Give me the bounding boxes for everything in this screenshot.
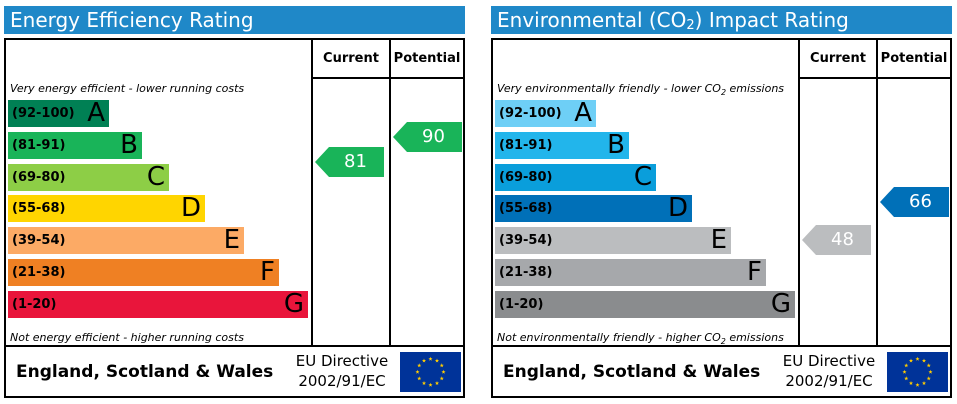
band-letter: E bbox=[223, 225, 240, 256]
band-range: (69-80) bbox=[12, 169, 66, 185]
band-range: (92-100) bbox=[499, 106, 562, 121]
band-range: (81-91) bbox=[499, 137, 553, 153]
band-range: (1-20) bbox=[12, 296, 57, 312]
rating-band-f: (21-38) F bbox=[495, 259, 766, 286]
band-letter: B bbox=[120, 129, 138, 160]
current-column-header: Current bbox=[323, 51, 379, 66]
top-note: Very environmentally friendly - lower CO… bbox=[497, 82, 785, 98]
band-range: (39-54) bbox=[12, 233, 66, 249]
eu-flag-icon bbox=[400, 352, 461, 392]
footer: England, Scotland & Wales EU Directive 2… bbox=[491, 347, 952, 398]
region-label: England, Scotland & Wales bbox=[16, 362, 274, 382]
bottom-note: Not energy efficient - higher running co… bbox=[10, 331, 244, 344]
band-range: (55-68) bbox=[499, 201, 553, 217]
band-range: (21-38) bbox=[499, 265, 553, 280]
footer: England, Scotland & Wales EU Directive 2… bbox=[4, 347, 465, 398]
band-letter: F bbox=[747, 257, 762, 287]
current-column-header: Current bbox=[810, 51, 866, 66]
rating-value: 81 bbox=[344, 150, 367, 172]
band-letter: A bbox=[574, 98, 592, 128]
rating-band-a: (92-100) A bbox=[495, 100, 596, 127]
eu-flag-icon bbox=[887, 352, 948, 392]
rating-band-b: (81-91) B bbox=[8, 129, 142, 160]
band-range: (39-54) bbox=[499, 233, 553, 249]
region-label: England, Scotland & Wales bbox=[503, 362, 761, 382]
panel-title: Energy Efficiency Rating bbox=[4, 6, 465, 34]
rating-value: 66 bbox=[909, 190, 932, 212]
band-letter: G bbox=[283, 288, 304, 319]
potential-rating-arrow: 66 bbox=[880, 186, 949, 217]
eu-directive-label: EU Directive 2002/91/EC bbox=[295, 352, 389, 390]
rating-chart: Current Potential Very energy efficient … bbox=[4, 38, 465, 347]
potential-rating-arrow: 90 bbox=[393, 121, 462, 152]
energy-efficiency-panel: Energy Efficiency Rating Current Potenti… bbox=[4, 6, 465, 398]
band-range: (92-100) bbox=[12, 106, 75, 121]
rating-band-c: (69-80) C bbox=[8, 161, 169, 192]
band-letter: D bbox=[667, 193, 688, 224]
band-range: (21-38) bbox=[12, 265, 66, 280]
band-letter: C bbox=[146, 161, 165, 192]
environmental-impact-panel: Environmental (CO2) Impact Rating Curren… bbox=[491, 6, 952, 398]
band-letter: G bbox=[770, 288, 791, 319]
band-letter: C bbox=[633, 161, 652, 192]
current-rating-arrow: 81 bbox=[315, 146, 384, 177]
eu-directive-label: EU Directive 2002/91/EC bbox=[782, 352, 876, 390]
rating-band-e: (39-54) E bbox=[8, 225, 244, 256]
band-range: (81-91) bbox=[12, 137, 66, 153]
rating-band-d: (55-68) D bbox=[495, 193, 692, 224]
panel-title: Environmental (CO2) Impact Rating bbox=[491, 6, 952, 34]
rating-chart: Current Potential Very environmentally f… bbox=[491, 38, 952, 347]
band-letter: B bbox=[607, 129, 625, 160]
band-letter: A bbox=[87, 98, 105, 128]
band-letter: E bbox=[710, 225, 727, 256]
band-range: (55-68) bbox=[12, 201, 66, 217]
band-letter: F bbox=[260, 257, 275, 287]
band-letter: D bbox=[180, 193, 201, 224]
rating-band-d: (55-68) D bbox=[8, 193, 205, 224]
band-range: (69-80) bbox=[499, 169, 553, 185]
bottom-note: Not environmentally friendly - higher CO… bbox=[497, 331, 784, 347]
rating-band-b: (81-91) B bbox=[495, 129, 629, 160]
potential-column-header: Potential bbox=[393, 51, 461, 66]
rating-band-e: (39-54) E bbox=[495, 225, 731, 256]
band-range: (1-20) bbox=[499, 296, 544, 312]
current-rating-arrow: 48 bbox=[802, 225, 871, 256]
top-note: Very energy efficient - lower running co… bbox=[10, 82, 245, 95]
rating-value: 48 bbox=[831, 229, 854, 251]
rating-band-g: (1-20) G bbox=[8, 288, 308, 319]
rating-band-g: (1-20) G bbox=[495, 288, 795, 319]
rating-band-f: (21-38) F bbox=[8, 259, 279, 286]
rating-band-c: (69-80) C bbox=[495, 161, 656, 192]
rating-band-a: (92-100) A bbox=[8, 100, 109, 127]
rating-value: 90 bbox=[422, 125, 445, 147]
potential-column-header: Potential bbox=[880, 51, 948, 66]
